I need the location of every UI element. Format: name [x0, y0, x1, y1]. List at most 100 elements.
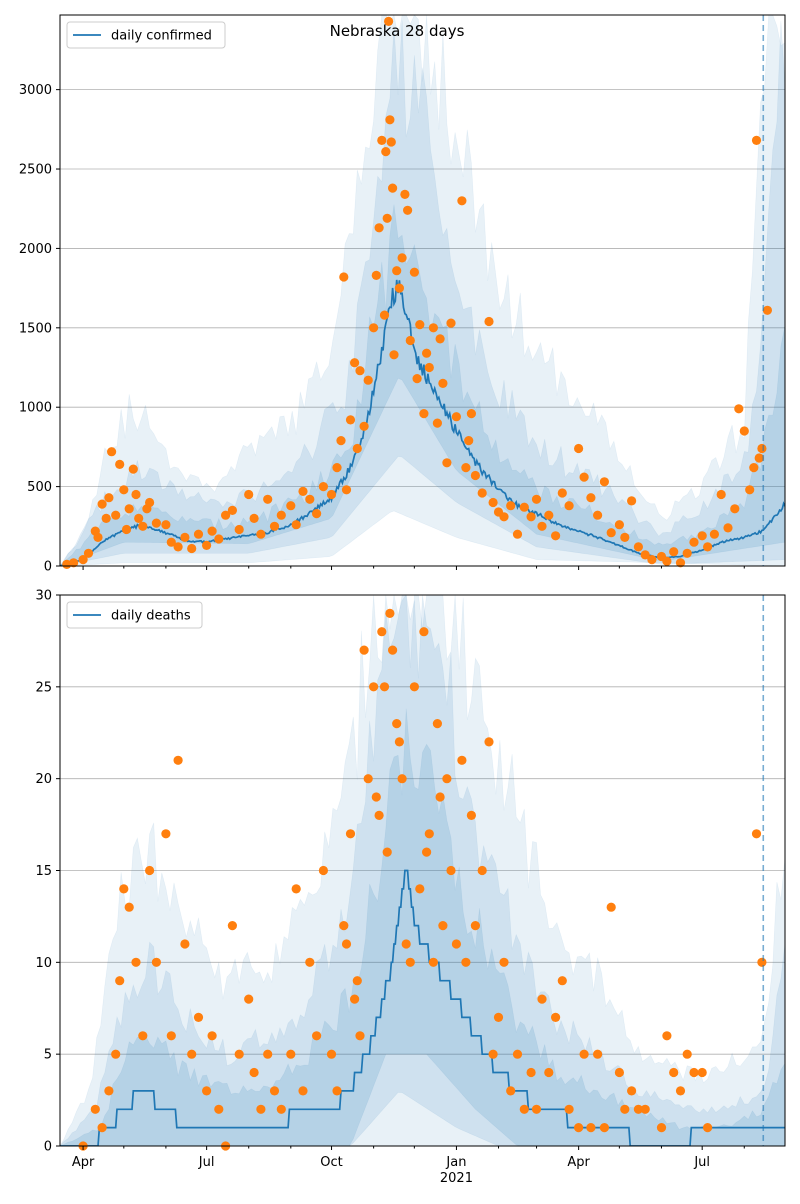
observed-point — [499, 512, 509, 522]
observed-point — [493, 1012, 504, 1023]
observed-point — [633, 542, 644, 552]
observed-point — [104, 493, 114, 503]
observed-point — [394, 737, 404, 747]
observed-point — [531, 494, 542, 504]
observed-point — [371, 270, 381, 280]
observed-point — [435, 792, 445, 802]
observed-point — [689, 1067, 699, 1078]
observed-point — [703, 1123, 713, 1133]
x-tick-label: Jul — [198, 1155, 215, 1170]
observed-point — [506, 501, 516, 511]
uncertainty-band-middle — [60, 595, 785, 1146]
observed-point — [470, 470, 480, 481]
observed-point — [633, 1104, 644, 1114]
observed-point — [207, 1031, 217, 1041]
observed-point — [397, 774, 407, 784]
observed-point — [332, 1086, 342, 1096]
observed-point — [734, 404, 744, 414]
observed-point — [488, 497, 498, 508]
observed-point — [435, 334, 445, 344]
observed-point — [457, 755, 467, 765]
observed-point — [263, 1049, 273, 1059]
observed-point — [730, 504, 740, 514]
observed-point — [424, 829, 434, 839]
y-tick-label: 15 — [35, 864, 52, 879]
observed-point — [389, 350, 399, 360]
observed-point — [599, 477, 610, 487]
observed-point — [557, 488, 567, 498]
observed-point — [574, 443, 584, 454]
observed-point — [438, 378, 448, 388]
observed-point — [689, 537, 699, 547]
observed-point — [544, 510, 554, 520]
observed-point — [405, 335, 415, 346]
observed-point — [484, 737, 494, 747]
observed-point — [477, 488, 487, 498]
observed-point — [499, 957, 509, 967]
observed-point — [312, 1031, 322, 1041]
observed-point — [512, 1049, 523, 1059]
observed-point — [409, 267, 419, 277]
observed-point — [599, 1123, 610, 1133]
y-tick-label: 10 — [35, 956, 52, 971]
observed-point — [234, 524, 244, 535]
y-tick-label: 20 — [35, 772, 52, 787]
observed-point — [432, 418, 442, 428]
observed-point — [586, 1123, 596, 1133]
legend-box — [66, 21, 226, 49]
observed-point — [446, 865, 456, 876]
observed-points — [78, 608, 767, 1151]
observed-point — [221, 510, 231, 520]
observed-point — [526, 1067, 536, 1078]
observed-point — [415, 884, 425, 894]
observed-point — [121, 524, 132, 535]
observed-point — [757, 443, 767, 454]
observed-point — [269, 521, 280, 531]
observed-point — [166, 537, 176, 547]
observed-point — [352, 443, 362, 454]
observed-point — [477, 865, 487, 876]
observed-point — [131, 957, 141, 967]
observed-point — [697, 531, 707, 541]
observed-point — [166, 1031, 176, 1041]
observed-point — [640, 1104, 650, 1114]
y-tick-label: 1000 — [19, 401, 52, 416]
observed-point — [345, 829, 356, 839]
observed-point — [214, 534, 224, 544]
observed-point — [401, 939, 411, 949]
observed-point — [345, 415, 356, 425]
observed-point — [551, 531, 561, 541]
observed-point — [263, 494, 273, 504]
observed-point — [83, 548, 94, 558]
observed-point — [716, 489, 726, 500]
observed-point — [161, 829, 171, 839]
y-tick-label: 25 — [35, 680, 52, 695]
y-tick-label: 5 — [44, 1048, 52, 1063]
observed-point — [574, 1123, 584, 1133]
observed-point — [697, 1067, 707, 1078]
observed-point — [371, 792, 381, 802]
observed-point — [249, 1067, 259, 1078]
observed-point — [341, 485, 352, 495]
observed-point — [339, 921, 349, 931]
observed-point — [446, 318, 456, 328]
observed-point — [586, 493, 596, 503]
legend-box — [66, 601, 203, 629]
observed-point — [451, 939, 461, 949]
observed-point — [269, 1086, 280, 1096]
observed-point — [606, 902, 616, 912]
observed-point — [369, 323, 379, 333]
observed-point — [145, 497, 155, 508]
x-tick-label: Apr — [72, 1155, 95, 1170]
observed-point — [318, 482, 328, 492]
observed-point — [557, 976, 567, 986]
observed-point — [682, 548, 692, 558]
observed-point — [506, 1086, 516, 1096]
observed-point — [97, 1123, 107, 1133]
x-tick-label: Jan — [445, 1155, 466, 1170]
y-tick-label: 3000 — [19, 83, 52, 98]
observed-point — [551, 1012, 561, 1023]
observed-point — [442, 774, 452, 784]
observed-point — [382, 847, 392, 857]
